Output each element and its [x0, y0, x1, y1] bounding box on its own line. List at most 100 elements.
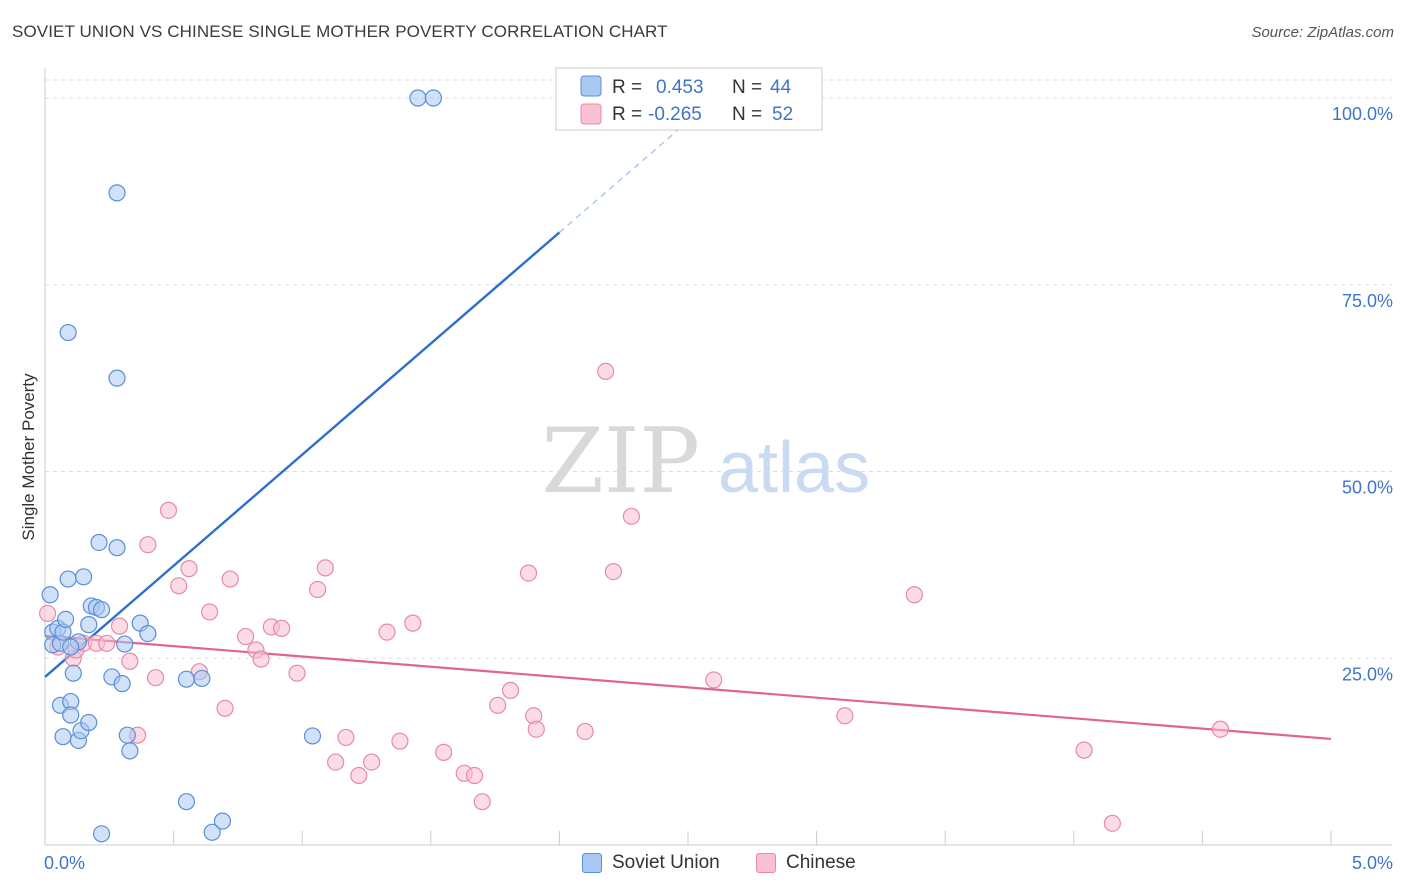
- soviet-point: [59, 323, 77, 342]
- soviet-point: [121, 742, 139, 760]
- chinese-point: [159, 501, 178, 519]
- soviet-point: [113, 675, 131, 693]
- soviet-point: [92, 601, 111, 619]
- chinese-point: [404, 614, 422, 632]
- chinese-point: [316, 559, 334, 577]
- chinese-point: [705, 671, 723, 689]
- legend-soviet-n-label: N =: [732, 77, 762, 98]
- series-legend-soviet-swatch: [582, 853, 602, 873]
- series-legend-chinese-label: Chinese: [786, 852, 856, 873]
- grid-lines: [45, 79, 1392, 659]
- chinese-point: [501, 681, 520, 699]
- soviet-point: [177, 670, 196, 688]
- chinese-point: [378, 623, 396, 641]
- soviet-point: [409, 89, 427, 107]
- chinese-point: [201, 603, 219, 621]
- chinese-point: [98, 634, 116, 652]
- watermark-atlas: atlas: [718, 428, 870, 508]
- y-tick-label: 25.0%: [1342, 664, 1393, 684]
- legend-soviet-n-value: 44: [770, 77, 792, 98]
- watermark-zip: ZIP: [541, 409, 700, 514]
- x-tick-label: 5.0%: [1352, 853, 1393, 873]
- chinese-point: [604, 562, 623, 581]
- legend-chinese-r-label: R =: [612, 104, 642, 125]
- chinese-point: [146, 669, 165, 687]
- correlation-legend: R = 0.453 N = 44 R = -0.265 N = 52: [555, 67, 823, 131]
- soviet-trend-line: [44, 231, 561, 678]
- chinese-point: [391, 732, 409, 750]
- soviet-point: [80, 713, 98, 732]
- chinese-point: [836, 707, 854, 725]
- chinese-point: [38, 604, 57, 623]
- soviet-point: [41, 586, 59, 604]
- series-legend-soviet: Soviet Union: [582, 852, 720, 874]
- chinese-point: [170, 577, 188, 595]
- soviet-point: [213, 812, 232, 830]
- chinese-point: [1211, 720, 1230, 738]
- chinese-point: [252, 650, 270, 668]
- soviet-point: [56, 610, 75, 629]
- soviet-point: [108, 184, 126, 202]
- chinese-point: [576, 722, 594, 741]
- chinese-point: [110, 617, 129, 635]
- chinese-point: [363, 753, 381, 771]
- series-legend-chinese-swatch: [756, 853, 776, 873]
- soviet-point: [303, 727, 322, 745]
- chinese-point: [527, 720, 545, 738]
- chinese-point: [216, 699, 234, 717]
- chinese-point: [221, 570, 239, 588]
- soviet-point: [74, 568, 93, 586]
- soviet-point: [59, 570, 77, 588]
- chinese-point: [180, 560, 198, 578]
- x-tick-label: 0.0%: [44, 853, 85, 873]
- chinese-point: [288, 664, 306, 682]
- legend-chinese-r-value: -0.265: [648, 104, 702, 125]
- series-legend-soviet-label: Soviet Union: [612, 852, 720, 873]
- chinese-point: [139, 536, 157, 554]
- series-legend-chinese: Chinese: [756, 852, 856, 874]
- soviet-point: [62, 638, 80, 656]
- chinese-point: [337, 728, 355, 747]
- legend-swatch-chinese: [580, 103, 602, 125]
- soviet-point: [64, 664, 82, 682]
- chinese-point: [473, 793, 491, 811]
- chinese-trend-line: [44, 634, 1332, 741]
- chinese-point: [519, 564, 538, 582]
- legend-chinese-n-label: N =: [732, 104, 762, 125]
- legend-swatch-soviet: [580, 75, 602, 97]
- soviet-point: [116, 635, 134, 653]
- chinese-point: [309, 580, 327, 599]
- chinese-point: [237, 627, 255, 646]
- legend-chinese-n-value: 52: [772, 104, 793, 125]
- chinese-point: [1103, 814, 1121, 832]
- chinese-point: [273, 619, 291, 637]
- chinese-point: [465, 766, 484, 785]
- y-tick-label: 50.0%: [1342, 478, 1393, 498]
- y-axis-title: Single Mother Poverty: [19, 373, 38, 541]
- soviet-point: [177, 793, 196, 811]
- chinese-point: [121, 652, 139, 670]
- soviet-point: [108, 369, 126, 387]
- soviet-point: [62, 706, 80, 724]
- legend-soviet-r-value: 0.453: [656, 77, 704, 98]
- y-tick-label: 100.0%: [1332, 104, 1393, 124]
- chinese-point: [905, 586, 923, 604]
- chinese-point: [489, 696, 507, 714]
- data-points: [38, 89, 1230, 843]
- chinese-point: [350, 766, 368, 785]
- soviet-point: [193, 669, 211, 688]
- chinese-point: [1075, 741, 1093, 759]
- soviet-point: [139, 624, 157, 643]
- source-label: Source: ZipAtlas.com: [1251, 24, 1394, 41]
- chinese-point: [435, 743, 453, 761]
- chinese-point: [597, 362, 615, 381]
- soviet-point: [108, 539, 126, 557]
- y-tick-label: 75.0%: [1342, 291, 1393, 311]
- watermark: ZIP atlas: [541, 409, 870, 514]
- soviet-point: [118, 726, 136, 744]
- soviet-point: [80, 616, 98, 634]
- chart-title: SOVIET UNION VS CHINESE SINGLE MOTHER PO…: [12, 22, 668, 41]
- series-legend: Soviet Union Chinese: [0, 852, 1406, 878]
- chinese-point: [622, 507, 641, 525]
